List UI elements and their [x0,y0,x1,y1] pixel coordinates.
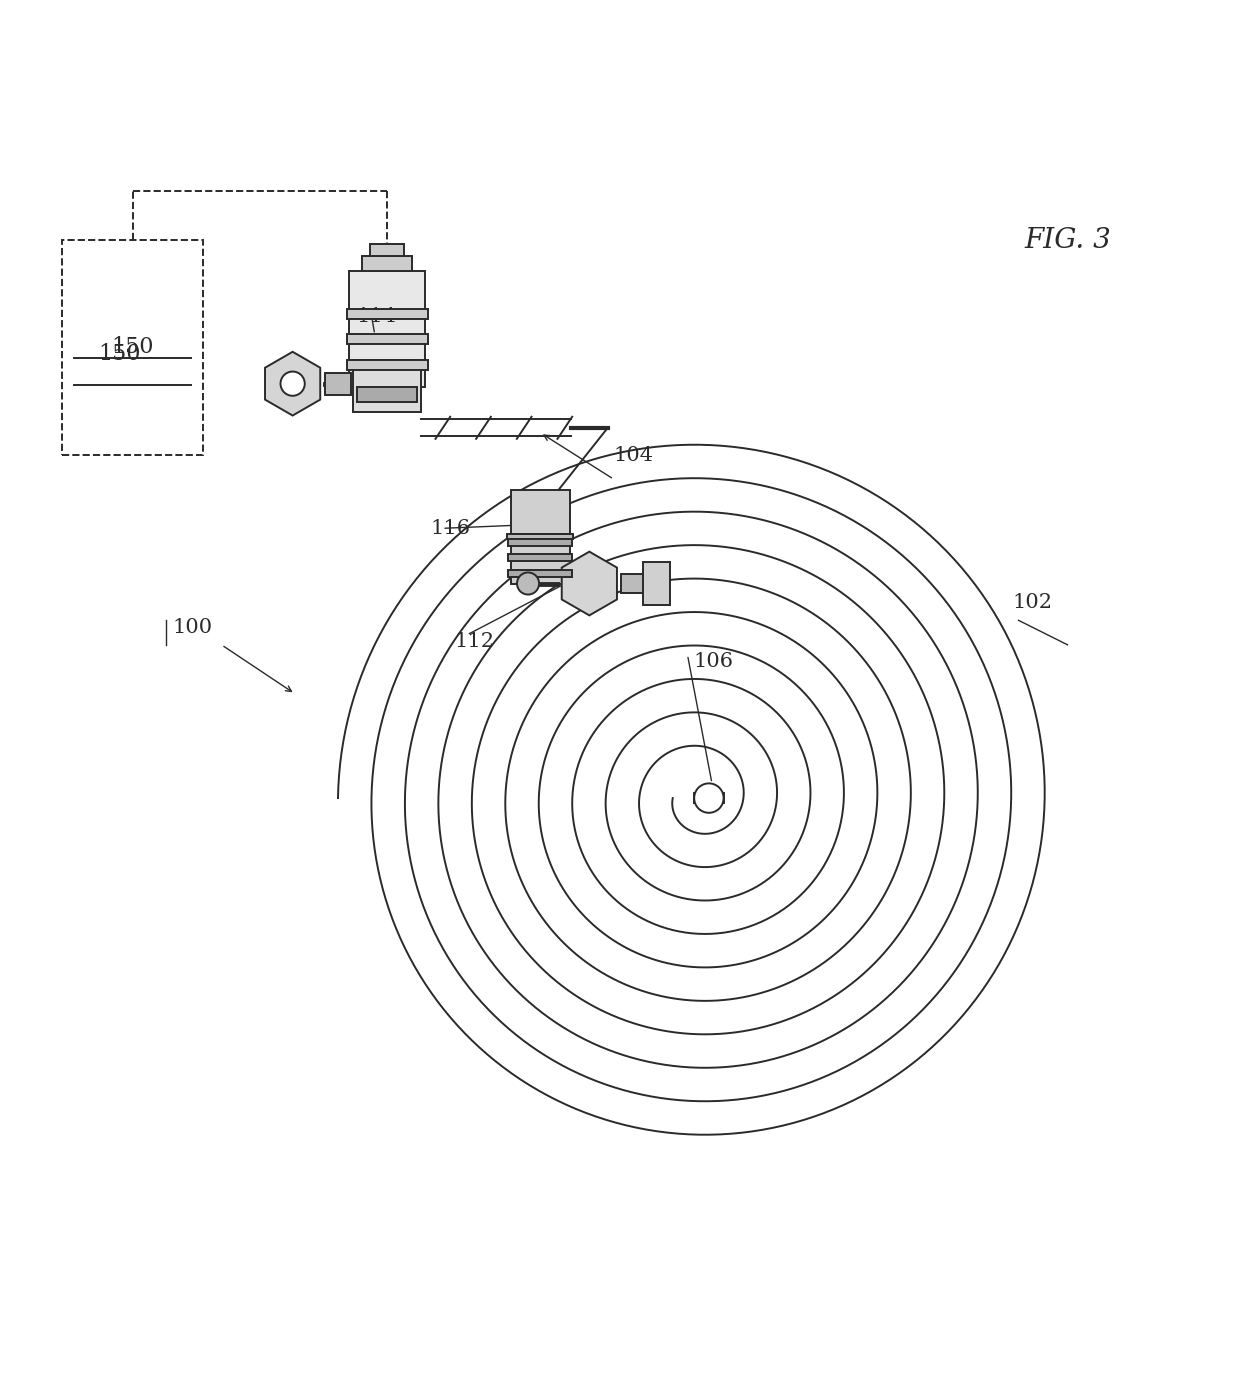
Bar [644,561,671,605]
Text: 150: 150 [112,336,154,358]
Bar [346,360,428,370]
Polygon shape [562,552,618,616]
Circle shape [694,784,724,813]
Text: 116: 116 [430,519,470,539]
Text: 104: 104 [614,447,653,465]
Bar [511,539,569,584]
Text: 150: 150 [98,343,141,365]
Bar [62,241,203,455]
Bar [346,309,428,319]
Bar [621,574,646,594]
Bar [511,490,569,535]
Bar [693,794,724,804]
Text: 100: 100 [172,617,212,637]
Bar [508,554,572,561]
Bar [507,535,573,539]
Bar [348,270,425,388]
Bar [353,360,420,412]
Text: 110: 110 [270,372,311,392]
Bar [346,335,428,344]
Text: FIG. 3: FIG. 3 [1024,227,1111,253]
Bar [362,256,412,270]
Text: 102: 102 [1012,594,1053,612]
Text: 106: 106 [693,652,734,671]
Bar [357,388,418,402]
Text: 112: 112 [455,633,495,651]
Bar [508,539,572,546]
Bar [508,570,572,577]
Polygon shape [265,351,320,416]
Text: 114: 114 [356,308,397,326]
Bar [370,244,404,256]
Circle shape [280,371,305,396]
Bar [325,372,351,395]
Circle shape [517,573,539,595]
